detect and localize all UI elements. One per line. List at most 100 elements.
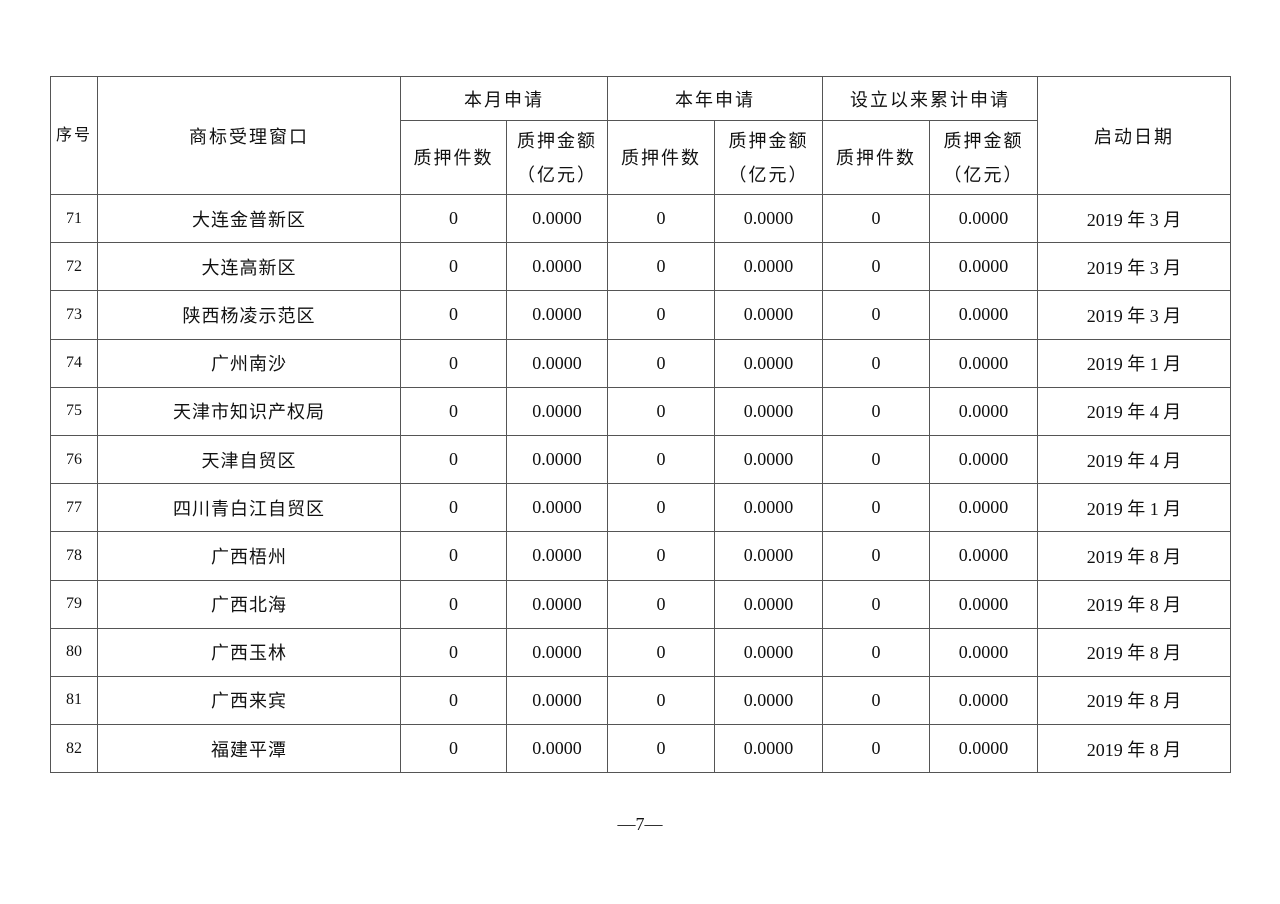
cell-name: 四川青白江自贸区	[97, 483, 401, 533]
cell-no: 79	[50, 579, 98, 629]
cell-t-amount: 0.0000	[929, 483, 1038, 533]
cell-y-amount: 0.0000	[714, 724, 823, 774]
cell-date: 2019 年 8 月	[1037, 531, 1231, 581]
cell-y-count: 0	[607, 193, 715, 244]
header-amount-unit: （亿元）	[943, 164, 1024, 185]
cell-no: 73	[50, 290, 98, 340]
cell-m-amount: 0.0000	[506, 531, 608, 581]
cell-date: 2019 年 8 月	[1037, 627, 1231, 677]
header-group-month: 本月申请	[400, 76, 608, 121]
table-row: 77 四川青白江自贸区 0 0.0000 0 0.0000 0 0.0000 2019 年 1 …	[50, 483, 1231, 533]
cell-m-count: 0	[400, 724, 507, 774]
cell-y-amount: 0.0000	[714, 242, 823, 292]
cell-t-amount: 0.0000	[929, 338, 1038, 388]
table-row: 80 广西玉林 0 0.0000 0 0.0000 0 0.0000 2019 年 8 月	[50, 627, 1231, 677]
cell-t-amount: 0.0000	[929, 627, 1038, 677]
table-row: 75 天津市知识产权局 0 0.0000 0 0.0000 0 0.0000 2019 年 4 …	[50, 386, 1231, 436]
cell-y-count: 0	[607, 338, 715, 388]
cell-m-count: 0	[400, 290, 507, 340]
cell-no: 71	[50, 193, 98, 244]
cell-t-count: 0	[822, 531, 930, 581]
cell-y-count: 0	[607, 242, 715, 292]
cell-y-amount: 0.0000	[714, 675, 823, 726]
cell-y-amount: 0.0000	[714, 434, 823, 485]
header-amount-unit: （亿元）	[728, 164, 809, 185]
header-count: 质押件数	[822, 120, 930, 195]
table-row: 78 广西梧州 0 0.0000 0 0.0000 0 0.0000 2019 年 8 月	[50, 531, 1231, 581]
cell-y-count: 0	[607, 386, 715, 436]
cell-m-amount: 0.0000	[506, 242, 608, 292]
cell-name: 天津市知识产权局	[97, 386, 401, 436]
cell-no: 75	[50, 386, 98, 436]
cell-y-count: 0	[607, 724, 715, 774]
cell-t-count: 0	[822, 338, 930, 388]
cell-name: 大连金普新区	[97, 193, 401, 244]
header-group-year: 本年申请	[607, 76, 823, 121]
cell-no: 82	[50, 724, 98, 774]
cell-m-count: 0	[400, 579, 507, 629]
cell-name: 广州南沙	[97, 338, 401, 388]
cell-y-amount: 0.0000	[714, 579, 823, 629]
cell-date: 2019 年 8 月	[1037, 724, 1231, 774]
cell-t-amount: 0.0000	[929, 531, 1038, 581]
header-amount-label: 质押金额	[728, 130, 809, 151]
cell-name: 陕西杨凌示范区	[97, 290, 401, 340]
cell-m-amount: 0.0000	[506, 724, 608, 774]
cell-m-amount: 0.0000	[506, 579, 608, 629]
cell-t-count: 0	[822, 193, 930, 244]
table-row: 76 天津自贸区 0 0.0000 0 0.0000 0 0.0000 2019 年 4 月	[50, 434, 1231, 485]
table-row: 82 福建平潭 0 0.0000 0 0.0000 0 0.0000 2019 年 8 月	[50, 724, 1231, 774]
cell-t-count: 0	[822, 290, 930, 340]
cell-date: 2019 年 1 月	[1037, 483, 1231, 533]
table-row: 81 广西来宾 0 0.0000 0 0.0000 0 0.0000 2019 年 8 月	[50, 675, 1231, 726]
cell-y-amount: 0.0000	[714, 483, 823, 533]
table-row: 74 广州南沙 0 0.0000 0 0.0000 0 0.0000 2019 年 1 月	[50, 338, 1231, 388]
table-row: 71 大连金普新区 0 0.0000 0 0.0000 0 0.0000 2019 年 3 月	[50, 193, 1231, 244]
cell-y-count: 0	[607, 579, 715, 629]
header-amount-unit: （亿元）	[517, 164, 597, 185]
trademark-pledge-table: 序号 商标受理窗口 本月申请 本年申请 设立以来累计申请 启动日期 质押件数 质押…	[50, 76, 1231, 774]
cell-no: 78	[50, 531, 98, 581]
cell-y-count: 0	[607, 675, 715, 726]
cell-y-amount: 0.0000	[714, 290, 823, 340]
cell-y-amount: 0.0000	[714, 627, 823, 677]
cell-y-amount: 0.0000	[714, 386, 823, 436]
cell-t-amount: 0.0000	[929, 579, 1038, 629]
cell-m-count: 0	[400, 675, 507, 726]
cell-t-count: 0	[822, 242, 930, 292]
cell-y-count: 0	[607, 627, 715, 677]
cell-m-count: 0	[400, 627, 507, 677]
cell-date: 2019 年 1 月	[1037, 338, 1231, 388]
cell-m-count: 0	[400, 434, 507, 485]
cell-y-count: 0	[607, 531, 715, 581]
cell-t-count: 0	[822, 434, 930, 485]
cell-no: 76	[50, 434, 98, 485]
header-amount-label: 质押金额	[943, 130, 1024, 151]
header-window: 商标受理窗口	[97, 76, 401, 195]
cell-t-amount: 0.0000	[929, 675, 1038, 726]
cell-t-count: 0	[822, 579, 930, 629]
cell-name: 福建平潭	[97, 724, 401, 774]
cell-m-amount: 0.0000	[506, 483, 608, 533]
cell-no: 74	[50, 338, 98, 388]
page-number: —7—	[617, 814, 663, 834]
header-start-date: 启动日期	[1037, 76, 1231, 195]
cell-t-count: 0	[822, 724, 930, 774]
cell-t-count: 0	[822, 675, 930, 726]
cell-t-amount: 0.0000	[929, 242, 1038, 292]
cell-y-amount: 0.0000	[714, 193, 823, 244]
cell-name: 大连高新区	[97, 242, 401, 292]
cell-name: 广西来宾	[97, 675, 401, 726]
header-index: 序号	[50, 76, 98, 195]
cell-name: 广西北海	[97, 579, 401, 629]
cell-date: 2019 年 4 月	[1037, 434, 1231, 485]
cell-t-count: 0	[822, 386, 930, 436]
cell-t-amount: 0.0000	[929, 434, 1038, 485]
cell-t-count: 0	[822, 627, 930, 677]
cell-date: 2019 年 4 月	[1037, 386, 1231, 436]
cell-t-count: 0	[822, 483, 930, 533]
cell-m-count: 0	[400, 193, 507, 244]
header-count: 质押件数	[607, 120, 715, 195]
cell-date: 2019 年 3 月	[1037, 290, 1231, 340]
cell-m-amount: 0.0000	[506, 338, 608, 388]
